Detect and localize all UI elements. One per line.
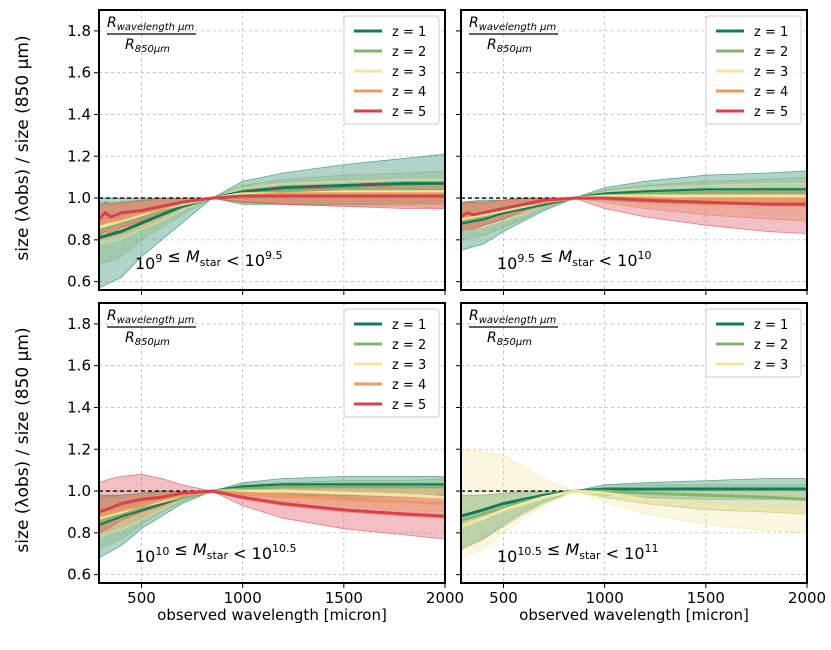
y-tick-label: 0.8 xyxy=(67,231,91,249)
panel-frame xyxy=(460,302,808,584)
legend-entry: z = 2 xyxy=(754,338,788,353)
ylabel-bottom: size (λobs) / size (850 µm) xyxy=(13,327,33,552)
legend-entry: z = 5 xyxy=(392,398,426,413)
series-line-z=3 xyxy=(461,489,807,529)
x-tick-label: 1000 xyxy=(586,589,624,607)
y-tick-label: 1.8 xyxy=(67,22,91,40)
series-line-z=5 xyxy=(99,194,445,221)
x-tick-label: 2000 xyxy=(426,589,464,607)
x-axis-label: observed wavelength [micron] xyxy=(519,606,749,624)
ratio-denominator: R850µm xyxy=(487,37,532,55)
y-tick-label: 1.2 xyxy=(67,440,91,458)
x-tick-label: 1500 xyxy=(325,589,363,607)
y-tick-label: 1.2 xyxy=(67,147,91,165)
mass-bin-annotation: 109 ≤ Mstar < 109.5 xyxy=(135,247,283,273)
plot-area xyxy=(99,473,445,559)
panel-frame xyxy=(460,9,808,291)
legend-entry: z = 4 xyxy=(754,85,788,100)
legend: z = 1 z = 2 z = 3 z = 4 z = 5 xyxy=(343,308,440,418)
panel-top-right: Rwavelength µm R850µm 109.5 ≤ Mstar < 1010… xyxy=(456,9,808,295)
ratio-numerator: Rwavelength µm xyxy=(469,15,557,33)
ratio-denominator: R850µm xyxy=(125,37,170,55)
legend-entry: z = 3 xyxy=(392,358,426,373)
ylabel-top: size (λobs) / size (850 µm) xyxy=(13,35,33,260)
y-tick-label: 0.6 xyxy=(67,566,91,584)
x-tick-label: 500 xyxy=(127,589,156,607)
plot-area xyxy=(461,170,807,251)
legend-entry: z = 2 xyxy=(392,338,426,353)
legend-box xyxy=(343,308,440,418)
y-tick-label: 1.0 xyxy=(67,482,91,500)
ratio-denominator: R850µm xyxy=(125,330,170,348)
panel-frame xyxy=(98,9,446,291)
mass-bin-annotation: 1010.5 ≤ Mstar < 1011 xyxy=(497,540,659,566)
panel-top-left: 0.6 0.8 1.0 1.2 1.4 1.6 1.8 Rwavelength µm R850µ… xyxy=(67,9,446,295)
plot-area xyxy=(99,153,445,289)
legend-entry: z = 1 xyxy=(392,25,426,40)
y-tick-label: 1.4 xyxy=(67,398,91,416)
legend-entry: z = 3 xyxy=(392,65,426,80)
legend-entry: z = 1 xyxy=(754,318,788,333)
y-tick-label: 1.0 xyxy=(67,189,91,207)
legend-entry: z = 2 xyxy=(392,45,426,60)
confidence-band-z=4 xyxy=(461,187,807,230)
confidence-band-z=3 xyxy=(461,448,807,559)
legend: z = 1 z = 2 z = 3 z = 4 z = 5 xyxy=(705,15,802,125)
legend-entry: z = 3 xyxy=(754,358,788,373)
legend-entry: z = 4 xyxy=(392,85,426,100)
ratio-numerator: Rwavelength µm xyxy=(107,308,195,326)
x-tick-label: 1000 xyxy=(224,589,262,607)
legend-entry: z = 5 xyxy=(392,105,426,120)
y-tick-label: 1.6 xyxy=(67,64,91,82)
ratio-numerator: Rwavelength µm xyxy=(469,308,557,326)
ratio-numerator: Rwavelength µm xyxy=(107,15,195,33)
y-tick-label: 1.8 xyxy=(67,315,91,333)
confidence-band-z=2 xyxy=(461,484,807,551)
panel-bottom-right: 500 1000 1500 2000 observed wavelength [micr… xyxy=(456,302,826,624)
legend-box xyxy=(705,15,802,125)
mass-bin-annotation: 109.5 ≤ Mstar < 1010 xyxy=(497,247,652,273)
legend-entry: z = 2 xyxy=(754,45,788,60)
x-tick-label: 500 xyxy=(489,589,518,607)
panel-frame xyxy=(98,302,446,584)
legend-entry: z = 3 xyxy=(754,65,788,80)
series-line-z=5 xyxy=(461,196,807,219)
legend-box xyxy=(343,15,440,125)
legend-entry: z = 1 xyxy=(754,25,788,40)
ratio-denominator: R850µm xyxy=(487,330,532,348)
y-tick-label: 0.6 xyxy=(67,273,91,291)
series-line-z=5 xyxy=(99,489,445,518)
legend: z = 1 z = 2 z = 3 xyxy=(705,308,802,378)
legend-entry: z = 5 xyxy=(754,105,788,120)
legend-entry: z = 1 xyxy=(392,318,426,333)
legend: z = 1 z = 2 z = 3 z = 4 z = 5 xyxy=(343,15,440,125)
legend-entry: z = 4 xyxy=(392,378,426,393)
y-tick-label: 1.6 xyxy=(67,357,91,375)
y-tick-label: 0.8 xyxy=(67,524,91,542)
x-axis-label: observed wavelength [micron] xyxy=(157,606,387,624)
mass-bin-annotation: 1010 ≤ Mstar < 1010.5 xyxy=(135,540,297,566)
x-tick-label: 1500 xyxy=(687,589,725,607)
y-tick-label: 1.4 xyxy=(67,105,91,123)
x-tick-label: 2000 xyxy=(788,589,826,607)
legend-box xyxy=(705,308,802,378)
panel-bottom-left: 500 1000 1500 2000 0.6 0.8 1.0 1.2 1.4 1.6 1.8 obse… xyxy=(67,302,464,624)
plot-area xyxy=(461,448,807,559)
